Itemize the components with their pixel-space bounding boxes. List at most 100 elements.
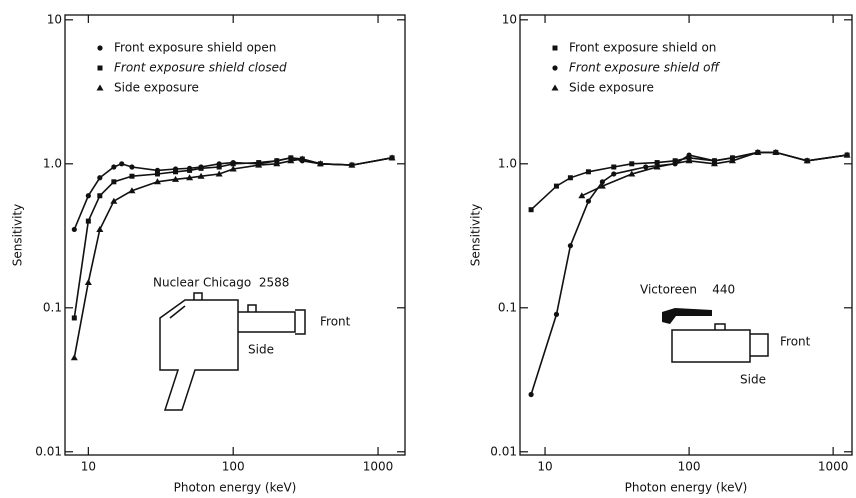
annotation: Side xyxy=(248,343,274,357)
legend-label: Front exposure shield closed xyxy=(114,61,287,75)
marker xyxy=(110,197,118,204)
x-tick-label: 10 xyxy=(537,460,552,474)
marker xyxy=(97,193,103,199)
y-tick-label: 0.01 xyxy=(490,444,517,458)
y-tick-label: 10 xyxy=(47,12,62,26)
marker xyxy=(685,157,693,164)
marker xyxy=(71,315,77,321)
marker xyxy=(611,171,617,177)
marker xyxy=(287,157,295,164)
marker xyxy=(97,175,103,181)
legend-marker xyxy=(551,84,559,91)
marker xyxy=(686,152,692,158)
marker xyxy=(643,164,649,170)
marker xyxy=(173,169,179,175)
legend-label: Front exposure shield open xyxy=(114,41,276,55)
marker xyxy=(528,207,534,213)
marker xyxy=(653,163,661,170)
y-tick-label: 10 xyxy=(502,12,517,26)
legend-marker xyxy=(96,84,104,91)
plot-frame xyxy=(519,14,853,456)
plot-frame xyxy=(64,14,406,456)
annotation: Front xyxy=(780,335,811,349)
marker xyxy=(119,161,125,167)
marker xyxy=(84,278,92,285)
marker xyxy=(216,164,222,170)
legend-marker xyxy=(97,45,103,51)
marker xyxy=(111,179,117,185)
marker xyxy=(772,148,780,155)
marker xyxy=(599,179,605,185)
marker xyxy=(628,170,636,177)
marker xyxy=(553,311,560,317)
y-tick-label: 0.01 xyxy=(35,444,62,458)
legend-label: Side exposure xyxy=(569,81,654,95)
x-tick-label: 1000 xyxy=(363,460,394,474)
x-axis-label: Photon energy (keV) xyxy=(625,481,748,495)
marker xyxy=(710,160,718,167)
legend-label: Side exposure xyxy=(114,81,199,95)
marker xyxy=(111,164,117,170)
marker xyxy=(153,178,161,185)
marker xyxy=(128,187,136,194)
marker xyxy=(215,170,223,177)
marker xyxy=(85,218,91,224)
marker xyxy=(754,148,762,155)
marker xyxy=(85,193,91,199)
marker xyxy=(598,182,606,189)
marker xyxy=(728,157,736,164)
marker xyxy=(229,165,237,172)
marker xyxy=(348,161,356,168)
legend-marker xyxy=(552,65,558,71)
x-tick-label: 1000 xyxy=(818,460,849,474)
marker xyxy=(154,171,160,177)
marker xyxy=(198,165,204,171)
marker xyxy=(70,354,78,361)
marker xyxy=(654,160,660,166)
marker xyxy=(803,157,811,164)
marker xyxy=(843,151,851,158)
y-axis-label: Sensitivity xyxy=(469,204,483,266)
x-tick-label: 10 xyxy=(81,460,96,474)
marker xyxy=(129,173,135,179)
marker xyxy=(567,175,573,181)
marker xyxy=(187,167,193,173)
marker xyxy=(629,161,635,167)
marker xyxy=(197,172,205,179)
marker xyxy=(129,164,135,170)
marker xyxy=(388,154,396,161)
marker xyxy=(578,192,586,199)
legend-marker xyxy=(97,65,103,71)
marker xyxy=(255,161,263,168)
marker xyxy=(230,161,236,167)
marker xyxy=(186,174,194,181)
marker xyxy=(585,169,591,175)
series-line xyxy=(73,157,393,358)
marker xyxy=(528,391,534,398)
y-tick-label: 1.0 xyxy=(498,156,517,170)
marker xyxy=(585,198,592,204)
marker xyxy=(316,160,324,167)
legend-label: Front exposure shield on xyxy=(569,41,716,55)
marker xyxy=(611,164,617,170)
legend-marker xyxy=(552,45,558,51)
annotation: Front xyxy=(320,315,351,329)
x-axis-label: Photon energy (keV) xyxy=(174,481,297,495)
x-tick-label: 100 xyxy=(222,460,245,474)
y-tick-label: 1.0 xyxy=(43,156,62,170)
marker xyxy=(567,243,574,249)
y-tick-label: 0.1 xyxy=(498,300,517,314)
series-line xyxy=(530,151,848,395)
x-tick-label: 100 xyxy=(678,460,701,474)
annotation: Nuclear Chicago 2588 xyxy=(153,276,289,290)
y-axis-label: Sensitivity xyxy=(11,204,25,266)
annotation: Side xyxy=(740,373,766,387)
series-line xyxy=(73,156,393,319)
marker xyxy=(172,175,180,182)
sketch-handle xyxy=(662,308,712,324)
annotation: Victoreen 440 xyxy=(640,283,735,297)
instrument-sketch-left xyxy=(159,292,306,411)
marker xyxy=(71,226,77,233)
marker xyxy=(553,183,559,189)
